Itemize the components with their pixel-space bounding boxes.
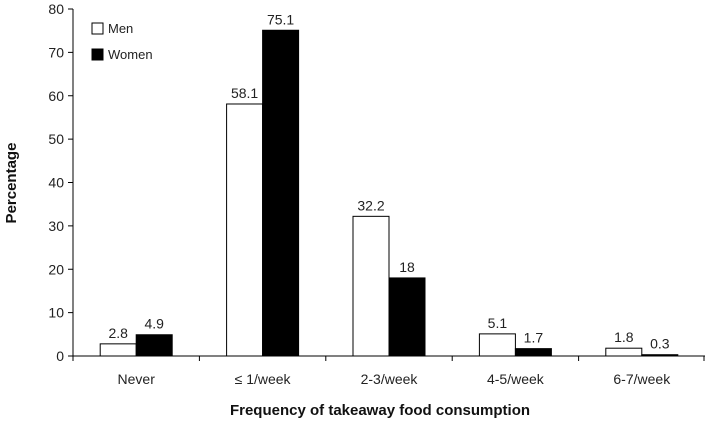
y-axis-title: Percentage bbox=[3, 143, 20, 224]
bars bbox=[99, 29, 679, 357]
x-axis-ticks: Never ≤ 1/week 2-3/week 4-5/week 6-7/week bbox=[72, 356, 705, 387]
legend-swatch-women bbox=[91, 48, 104, 61]
y-tick-label: 0 bbox=[56, 348, 64, 364]
bar-men-0 bbox=[99, 343, 137, 357]
data-labels: 2.8 4.9 58.1 75.1 32.2 18 5.1 1.7 1.8 0.3 bbox=[108, 11, 669, 351]
data-label-men-4: 1.8 bbox=[614, 329, 634, 345]
y-axis-ticks: 0 10 20 30 40 50 60 70 80 bbox=[48, 1, 73, 364]
data-label-women-0: 4.9 bbox=[144, 316, 164, 332]
data-label-women-3: 1.7 bbox=[524, 330, 544, 346]
data-label-women-4: 0.3 bbox=[650, 336, 670, 352]
data-label-men-3: 5.1 bbox=[488, 315, 508, 331]
y-tick-label: 80 bbox=[48, 1, 64, 17]
bar-men-4 bbox=[605, 347, 643, 357]
bar-women-1 bbox=[262, 29, 300, 357]
x-tick-label: ≤ 1/week bbox=[235, 371, 292, 387]
data-label-men-2: 32.2 bbox=[357, 197, 384, 213]
axes bbox=[72, 9, 705, 357]
bar-women-0 bbox=[135, 334, 173, 357]
y-tick-label: 20 bbox=[48, 261, 64, 277]
legend-label-men: Men bbox=[108, 21, 133, 36]
y-tick-label: 40 bbox=[48, 175, 64, 191]
y-tick-label: 10 bbox=[48, 305, 64, 321]
y-tick-label: 60 bbox=[48, 88, 64, 104]
y-tick-label: 50 bbox=[48, 131, 64, 147]
x-tick-label: Never bbox=[118, 371, 156, 387]
bar-men-3 bbox=[478, 333, 516, 357]
data-label-men-1: 58.1 bbox=[231, 85, 258, 101]
bar-men-1 bbox=[226, 103, 264, 357]
data-label-women-1: 75.1 bbox=[267, 11, 294, 27]
bar-men-2 bbox=[352, 215, 390, 357]
x-tick-label: 6-7/week bbox=[613, 371, 671, 387]
bar-women-3 bbox=[514, 348, 552, 357]
bar-women-2 bbox=[388, 277, 426, 357]
x-tick-label: 2-3/week bbox=[361, 371, 419, 387]
legend: Men Women bbox=[91, 21, 153, 62]
y-tick-label: 30 bbox=[48, 218, 64, 234]
data-label-women-2: 18 bbox=[399, 259, 415, 275]
legend-swatch-men bbox=[91, 22, 104, 35]
data-label-men-0: 2.8 bbox=[108, 325, 128, 341]
legend-label-women: Women bbox=[108, 47, 153, 62]
x-tick-label: 4-5/week bbox=[487, 371, 545, 387]
y-tick-label: 70 bbox=[48, 44, 64, 60]
x-axis-title: Frequency of takeaway food consumption bbox=[230, 402, 530, 419]
